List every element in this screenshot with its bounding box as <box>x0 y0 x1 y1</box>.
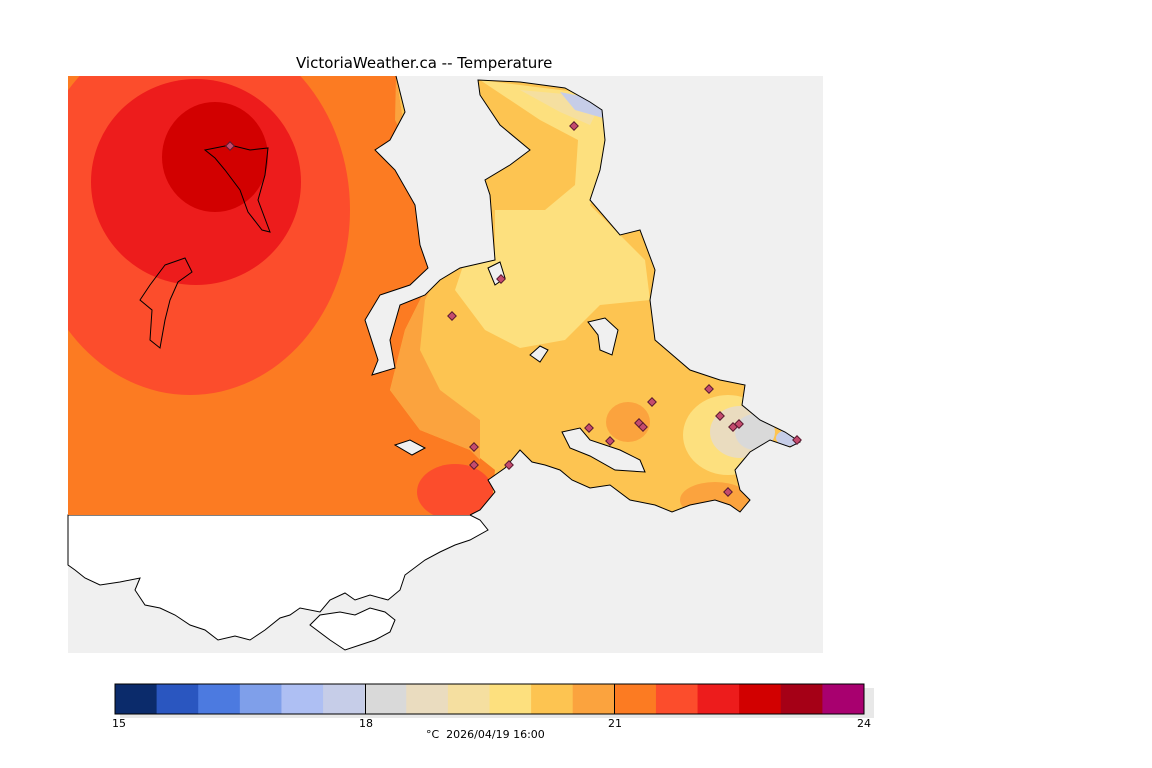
station-marker[interactable] <box>496 274 506 284</box>
legend-tick-label: 15 <box>112 717 126 730</box>
legend-frame <box>114 683 865 715</box>
station-marker[interactable] <box>469 442 479 452</box>
legend-swatch <box>489 684 532 714</box>
legend-swatch <box>822 684 865 714</box>
map-title: VictoriaWeather.ca -- Temperature <box>296 54 553 72</box>
station-marker[interactable] <box>715 411 725 421</box>
legend-swatch <box>655 684 699 714</box>
legend-swatch <box>447 684 490 714</box>
legend-swatch <box>323 684 366 714</box>
legend-swatch <box>697 684 740 714</box>
legend-swatch <box>614 684 657 714</box>
legend-swatch <box>572 684 615 714</box>
station-markers <box>225 121 802 497</box>
legend-swatches <box>115 684 865 714</box>
legend-tick-label: 21 <box>608 717 622 730</box>
legend-tick-label: 18 <box>359 717 373 730</box>
station-marker[interactable] <box>225 141 235 151</box>
legend-swatch <box>115 684 158 714</box>
station-marker[interactable] <box>792 435 802 445</box>
legend-swatch <box>239 684 282 714</box>
legend-caption: °C 2026/04/19 16:00 <box>426 728 545 741</box>
coastline <box>364 75 801 516</box>
island-outline <box>203 144 271 233</box>
legend-swatch <box>198 684 241 714</box>
station-marker[interactable] <box>734 419 744 429</box>
legend-swatch <box>406 684 449 714</box>
us-coastline <box>67 514 489 641</box>
legend-swatch <box>364 684 407 714</box>
lake-outline <box>587 317 619 356</box>
station-marker[interactable] <box>638 422 648 432</box>
station-marker[interactable] <box>584 423 594 433</box>
station-marker[interactable] <box>723 487 733 497</box>
station-marker[interactable] <box>647 397 657 407</box>
station-marker[interactable] <box>469 460 479 470</box>
us-coastline-south <box>309 607 396 651</box>
island-outline <box>139 257 193 349</box>
legend-swatch <box>739 684 782 714</box>
legend-tick-label: 24 <box>857 717 871 730</box>
islet-outline <box>393 439 427 456</box>
legend-swatch <box>780 684 823 714</box>
station-marker[interactable] <box>569 121 579 131</box>
station-marker[interactable] <box>605 436 615 446</box>
station-marker[interactable] <box>504 460 514 470</box>
station-marker[interactable] <box>704 384 714 394</box>
legend-swatch <box>156 684 199 714</box>
legend-swatch <box>281 684 324 714</box>
inlet-outline <box>561 427 646 473</box>
station-marker[interactable] <box>447 311 457 321</box>
lake-outline <box>529 345 549 363</box>
legend-swatch <box>531 684 574 714</box>
